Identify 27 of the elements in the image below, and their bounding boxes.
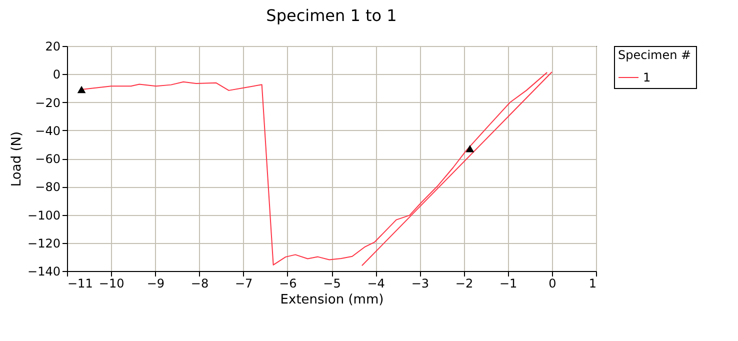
y-axis-title: Load (N)	[10, 131, 25, 187]
x-tick-label: −1	[499, 276, 518, 290]
x-axis-title: Extension (mm)	[280, 292, 384, 308]
y-tick-label: −120	[28, 236, 60, 250]
x-tick-label: −10	[98, 276, 124, 290]
y-tick-label: −40	[35, 124, 60, 138]
legend-label: 1	[643, 70, 651, 84]
y-tick-label: −80	[35, 180, 60, 194]
y-tick-label: 20	[45, 40, 60, 54]
legend-title: Specimen #	[618, 48, 692, 62]
x-tick-label: −2	[455, 276, 474, 290]
y-tick-label: −20	[35, 96, 60, 110]
x-tick-label: −5	[323, 276, 341, 290]
y-tick-label: −140	[28, 264, 60, 278]
x-tick-label: −7	[234, 276, 253, 290]
y-tick-label: −60	[35, 152, 60, 166]
x-tick-label: −6	[279, 276, 297, 290]
y-tick-label: 0	[52, 68, 60, 82]
x-tick-label: 1	[588, 276, 596, 290]
x-tick-label: −8	[190, 276, 209, 290]
y-tick-label: −100	[28, 208, 60, 222]
x-tick-label: −9	[146, 276, 165, 290]
x-tick-label: −3	[411, 276, 430, 290]
x-tick-label: −11	[68, 276, 93, 290]
x-tick-label: 0	[548, 276, 556, 290]
chart-title: Specimen 1 to 1	[266, 6, 397, 25]
x-tick-label: −4	[367, 276, 385, 290]
